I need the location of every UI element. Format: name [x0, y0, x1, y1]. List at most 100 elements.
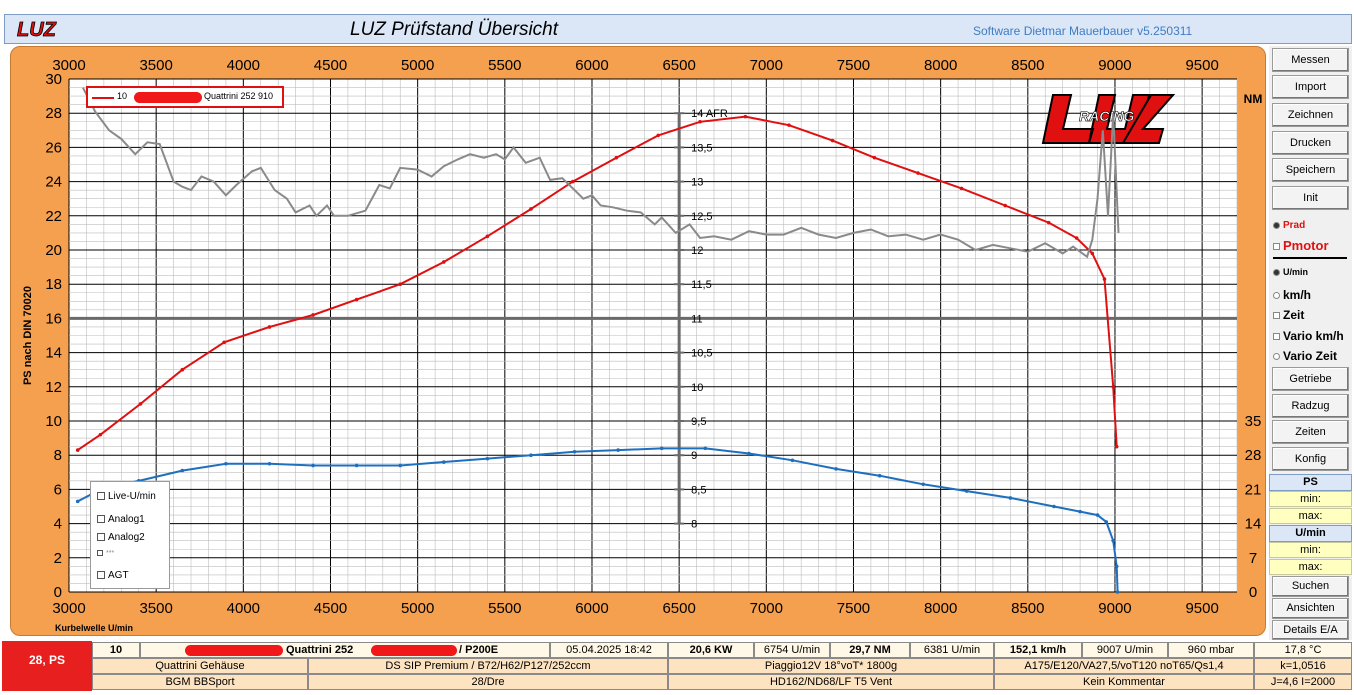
umin-min-field[interactable]: min:: [1269, 542, 1352, 558]
speed-cell: 152,1 km/h: [994, 642, 1082, 658]
afr-tick-label: 11,5: [691, 279, 712, 291]
drucken-button[interactable]: Drucken: [1272, 131, 1349, 155]
radio-vario-zeit[interactable]: Vario Zeit: [1273, 349, 1337, 363]
data-point-nm: [659, 446, 664, 451]
data-point-ps: [1003, 203, 1007, 208]
checkbox-icon: [97, 550, 103, 557]
getriebe-button[interactable]: Getriebe: [1272, 367, 1349, 391]
ps-max-field[interactable]: max:: [1269, 508, 1352, 524]
kw-cell: 20,6 KW: [668, 642, 754, 658]
umin-max-field[interactable]: max:: [1269, 559, 1352, 575]
legend-line-swatch: [92, 97, 114, 99]
konfig-button[interactable]: Konfig: [1272, 447, 1349, 471]
power-chart: 8 8,5 9 9,5 10 10,5 11 11,5 12 12,5 13 13,5 14 AFR 30…: [22, 57, 1262, 633]
data-point-nm: [703, 446, 708, 451]
check-vario-kmh[interactable]: Vario km/h: [1273, 329, 1344, 343]
info-housing: Quattrini Gehäuse: [92, 658, 308, 674]
data-point-ps: [354, 297, 359, 302]
legend-run-id: 10: [117, 91, 128, 101]
afr-tick-label: 12,5: [691, 211, 712, 223]
afr-tick-label: 10: [691, 382, 703, 394]
check-extra[interactable]: ***: [97, 550, 114, 557]
data-point-ps: [529, 207, 533, 211]
data-point-nm: [877, 473, 882, 478]
afr-tick-label: 12: [691, 245, 703, 257]
ps-min-field[interactable]: min:: [1269, 491, 1352, 507]
messen-button[interactable]: Messen: [1272, 48, 1349, 72]
sidebar-divider: [1273, 257, 1347, 259]
x-tick-label-top: 5500: [488, 57, 521, 74]
check-agt[interactable]: AGT: [97, 570, 129, 581]
data-point-nm: [180, 468, 185, 473]
data-point-ps: [98, 432, 103, 437]
info-inertia: J=4,6 I=2000: [1254, 674, 1352, 690]
data-point-nm: [964, 489, 969, 493]
data-point-nm: [311, 463, 315, 468]
luz-racing-logo: RACING: [1041, 94, 1176, 144]
run-id-cell: 10: [92, 642, 140, 658]
run-vehicle: / P200E: [459, 644, 499, 656]
data-point-nm: [921, 482, 926, 487]
data-point-nm: [1115, 590, 1120, 594]
data-point-ps: [138, 402, 143, 406]
redaction-mark: [134, 92, 202, 103]
x-tick-label-bottom: 8000: [924, 600, 957, 617]
radio-label: Pmotor: [1283, 238, 1329, 253]
y2-tick-label: 7: [1249, 550, 1257, 567]
right-sidebar: Messen Import Zeichnen Drucken Speichern…: [1269, 46, 1352, 640]
x-tick-label-top: 4500: [314, 57, 347, 74]
y-tick-label: 8: [54, 447, 62, 464]
x-tick-label-top: 7500: [837, 57, 870, 74]
radio-label: Zeit: [1283, 308, 1305, 322]
radio-label: km/h: [1283, 288, 1312, 302]
data-point-ps: [1114, 444, 1119, 449]
check-live-umin[interactable]: Live-U/min: [97, 491, 156, 502]
checkbox-icon: [1273, 312, 1280, 320]
afr-tick-label: 8,5: [691, 484, 706, 496]
y-tick-label: 14: [45, 345, 62, 362]
afr-tick-label: 10,5: [691, 348, 712, 360]
radio-umin[interactable]: U/min: [1273, 267, 1308, 277]
check-analog1[interactable]: Analog1: [97, 514, 145, 525]
info-cylinder: DS SIP Premium / B72/H62/P127/252ccm: [308, 658, 668, 674]
suchen-button[interactable]: Suchen: [1272, 576, 1349, 597]
check-label: Analog1: [108, 514, 145, 525]
logo-racing-text: RACING: [1079, 108, 1134, 124]
init-button[interactable]: Init: [1272, 186, 1349, 210]
y-tick-label: 28: [45, 105, 62, 122]
speichern-button[interactable]: Speichern: [1272, 158, 1349, 182]
radio-kmh[interactable]: km/h: [1273, 288, 1311, 302]
radio-prad[interactable]: Prad: [1273, 220, 1305, 231]
data-point-nm: [75, 499, 80, 504]
radzug-button[interactable]: Radzug: [1272, 394, 1349, 418]
checkbox-icon: [97, 533, 105, 542]
import-button[interactable]: Import: [1272, 75, 1349, 99]
series-line-afr: [82, 87, 1120, 259]
kw-rpm-cell: 6754 U/min: [754, 642, 830, 658]
radio-label: Vario km/h: [1283, 329, 1344, 343]
check-analog2[interactable]: Analog2: [97, 532, 145, 543]
x-tick-label-bottom: 3000: [52, 600, 85, 617]
x-tick-label-top: 7000: [750, 57, 783, 74]
y-tick-label: 18: [45, 276, 62, 293]
details-button[interactable]: Details E/A: [1272, 620, 1349, 640]
info-ignition: Piaggio12V 18°voT* 1800g: [668, 658, 994, 674]
data-point-nm: [442, 460, 446, 464]
ansichten-button[interactable]: Ansichten: [1272, 598, 1349, 619]
x-tick-label-bottom: 8500: [1011, 600, 1044, 617]
zeiten-button[interactable]: Zeiten: [1272, 420, 1349, 444]
radio-icon: [1273, 269, 1280, 277]
zeichnen-button[interactable]: Zeichnen: [1272, 103, 1349, 127]
ps-range-header: PS: [1269, 474, 1352, 491]
radio-pmotor[interactable]: Pmotor: [1273, 238, 1329, 253]
data-point-ps: [571, 179, 575, 184]
data-point-nm: [529, 453, 533, 458]
check-zeit[interactable]: Zeit: [1273, 308, 1304, 322]
data-point-nm: [224, 461, 228, 466]
radio-label: Vario Zeit: [1283, 349, 1338, 363]
y-tick-label: 22: [45, 208, 62, 225]
x-tick-label-bottom: 6500: [662, 600, 695, 617]
x-tick-label-top: 3500: [139, 57, 172, 74]
x-tick-label-top: 8000: [924, 57, 957, 74]
temp-cell: 17,8 °C: [1254, 642, 1352, 658]
